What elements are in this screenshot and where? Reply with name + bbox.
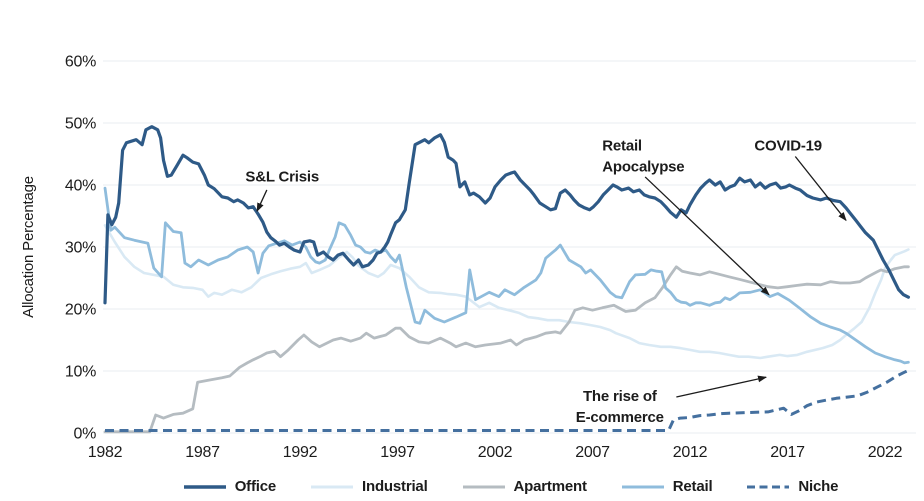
series-line-niche [105,369,910,432]
annotation-sl-crisis: S&L Crisis [245,168,319,185]
y-tick-30: 30% [65,240,96,257]
y-tick-40: 40% [65,178,96,195]
industrial-line-swatch-icon [311,485,354,488]
series-lines [103,125,911,434]
legend-item-apartment: Apartment [462,478,587,495]
x-tick-2022: 2022 [868,444,903,461]
y-tick-20: 20% [65,302,96,319]
x-tick-2017: 2017 [770,444,805,461]
legend-item-retail: Retail [621,478,713,495]
legend-label-office: Office [234,478,277,495]
series-line-industrial [103,224,910,360]
y-tick-10: 10% [65,364,96,381]
office-line-swatch-icon [183,484,226,489]
annotation-arrow-covid-19 [794,156,847,222]
x-tick-1982: 1982 [88,444,123,461]
x-tick-2012: 2012 [673,444,708,461]
x-tick-1992: 1992 [283,444,318,461]
x-tick-1997: 1997 [380,444,415,461]
annotation-retail-apocalypse: Retail Apocalypse [602,137,684,175]
annotation-arrow-retail-apocalypse [644,176,770,296]
retail-line-swatch-icon [621,485,664,488]
series-line-office [103,125,911,305]
niche-dashed-line-swatch-icon [747,485,790,488]
horizontal-gridlines [103,60,916,434]
legend-item-niche: Niche [746,478,838,495]
x-tick-2002: 2002 [478,444,513,461]
x-tick-2007: 2007 [575,444,610,461]
legend: Office Industrial Apartment Retail Niche [105,478,916,495]
annotation-arrow-rise-of-ecommerce [676,375,768,398]
annotation-arrow-sl-crisis [256,189,268,212]
annotation-rise-of-ecommerce: The rise of E-commerce [576,388,664,426]
legend-item-office: Office [183,478,276,495]
legend-item-industrial: Industrial [310,478,428,495]
legend-label-industrial: Industrial [362,478,428,495]
annotations: S&L Crisis Retail Apocalypse COVID-19 The ri… [245,137,847,426]
series-line-retail [103,186,910,365]
y-tick-0: 0% [73,426,96,443]
x-axis-tick-labels: 1982 1987 1992 1997 2002 2007 2012 2017 2022 [88,444,903,461]
y-tick-50: 50% [65,116,96,133]
annotation-covid-19: COVID-19 [754,137,822,154]
x-tick-1987: 1987 [185,444,220,461]
y-tick-60: 60% [65,54,96,71]
legend-label-niche: Niche [798,478,839,495]
y-axis-tick-labels: 0% 10% 20% 30% 40% 50% 60% [65,54,96,443]
legend-label-apartment: Apartment [513,478,587,495]
y-axis-title: Allocation Percentage [20,176,37,318]
series-line-apartment [103,265,910,434]
legend-label-retail: Retail [672,478,713,495]
apartment-line-swatch-icon [462,485,505,488]
